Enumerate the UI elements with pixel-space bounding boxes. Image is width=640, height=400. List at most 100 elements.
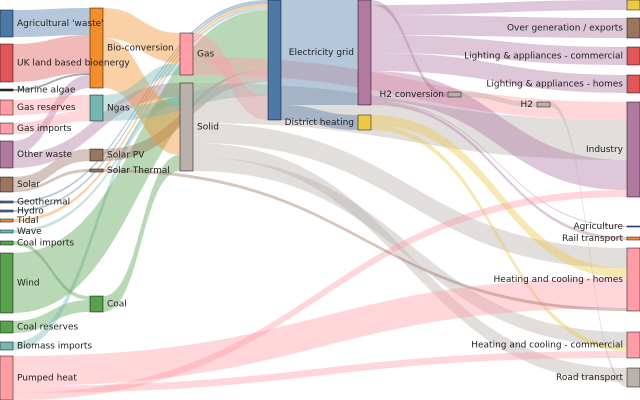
node-label: Solar Thermal bbox=[107, 166, 170, 176]
link bbox=[371, 0, 627, 15]
link bbox=[103, 169, 627, 311]
link bbox=[13, 97, 180, 350]
link bbox=[371, 53, 627, 93]
link bbox=[193, 33, 268, 120]
node bbox=[626, 0, 640, 11]
node bbox=[626, 331, 640, 359]
node-label: Marine algae bbox=[17, 86, 76, 96]
node-label: Tidal bbox=[16, 216, 38, 226]
node-label: Electricity grid bbox=[289, 48, 354, 58]
node bbox=[626, 46, 640, 66]
node-label: Solid bbox=[197, 123, 219, 133]
node bbox=[0, 43, 14, 83]
node bbox=[0, 122, 14, 135]
node bbox=[0, 88, 14, 92]
link bbox=[193, 143, 627, 382]
node-label: Gas reserves bbox=[17, 103, 76, 113]
link bbox=[13, 75, 90, 154]
node bbox=[357, 0, 372, 106]
node-label: Gas bbox=[197, 50, 214, 60]
node bbox=[89, 168, 104, 173]
link bbox=[193, 57, 627, 120]
link bbox=[13, 4, 268, 222]
link bbox=[13, 300, 90, 333]
node-label: District heating bbox=[285, 118, 354, 128]
node bbox=[0, 99, 14, 116]
node-label: H2 conversion bbox=[380, 90, 444, 100]
node-label: Coal imports bbox=[17, 239, 74, 249]
node-label: Agriculture bbox=[574, 222, 624, 232]
node bbox=[267, 0, 282, 121]
link bbox=[13, 0, 268, 203]
node-label: Wave bbox=[17, 227, 42, 237]
link bbox=[371, 15, 627, 38]
link bbox=[371, 125, 627, 351]
link bbox=[13, 83, 180, 168]
node bbox=[0, 176, 14, 193]
node-label: Biomass imports bbox=[17, 342, 92, 352]
node bbox=[626, 367, 640, 388]
link bbox=[281, 0, 358, 105]
link bbox=[13, 10, 268, 313]
node bbox=[626, 74, 640, 94]
node bbox=[89, 94, 104, 122]
node bbox=[626, 225, 640, 228]
node-label: Heating and cooling - homes bbox=[494, 275, 624, 285]
link bbox=[371, 101, 627, 227]
link bbox=[193, 123, 627, 268]
node bbox=[626, 101, 640, 198]
node bbox=[179, 82, 194, 172]
node bbox=[0, 229, 14, 234]
node-label: UK land based bioenergy bbox=[17, 59, 130, 69]
node bbox=[0, 252, 14, 314]
node-label: Coal reserves bbox=[17, 323, 78, 333]
node-label: Lighting & appliances - commercial bbox=[464, 52, 623, 62]
node-label: Agricultural 'waste' bbox=[17, 19, 104, 29]
node-label: Lighting & appliances - homes bbox=[486, 80, 623, 90]
link bbox=[13, 149, 90, 189]
node-label: Ngas bbox=[107, 104, 130, 114]
link bbox=[13, 8, 90, 37]
link bbox=[103, 38, 180, 155]
node bbox=[179, 32, 194, 76]
node bbox=[0, 209, 14, 213]
link bbox=[13, 169, 90, 192]
link bbox=[13, 73, 90, 91]
node bbox=[89, 148, 104, 162]
node bbox=[0, 355, 14, 400]
node-label: Pumped heat bbox=[17, 374, 77, 384]
link bbox=[13, 241, 90, 300]
node-label: Road transport bbox=[556, 373, 624, 383]
link bbox=[13, 190, 627, 400]
node bbox=[626, 17, 640, 39]
node bbox=[0, 140, 14, 169]
node-label: Rail transport bbox=[562, 234, 623, 244]
link bbox=[371, 71, 627, 190]
node bbox=[0, 218, 14, 223]
labels: Agricultural 'waste' UK land based bioene… bbox=[16, 19, 624, 384]
node-label: Hydro bbox=[17, 207, 44, 217]
link bbox=[371, 102, 627, 240]
node-label: Heating and cooling - commercial bbox=[471, 341, 623, 351]
node bbox=[0, 240, 14, 246]
link bbox=[13, 110, 90, 134]
node-label: Industry bbox=[586, 145, 624, 155]
node-label: Geothermal bbox=[17, 198, 70, 208]
node bbox=[536, 101, 551, 108]
link bbox=[13, 35, 90, 82]
node bbox=[0, 320, 14, 334]
link bbox=[371, 0, 448, 97]
node-label: Bio-conversion bbox=[107, 44, 174, 54]
node bbox=[0, 341, 14, 351]
link bbox=[13, 2, 268, 212]
node-label: Over generation / exports bbox=[507, 24, 623, 34]
link bbox=[13, 95, 90, 115]
link bbox=[371, 115, 627, 278]
node bbox=[626, 247, 640, 312]
node bbox=[626, 236, 640, 241]
link bbox=[103, 63, 180, 107]
link bbox=[103, 155, 180, 312]
node-label: H2 bbox=[521, 100, 534, 110]
